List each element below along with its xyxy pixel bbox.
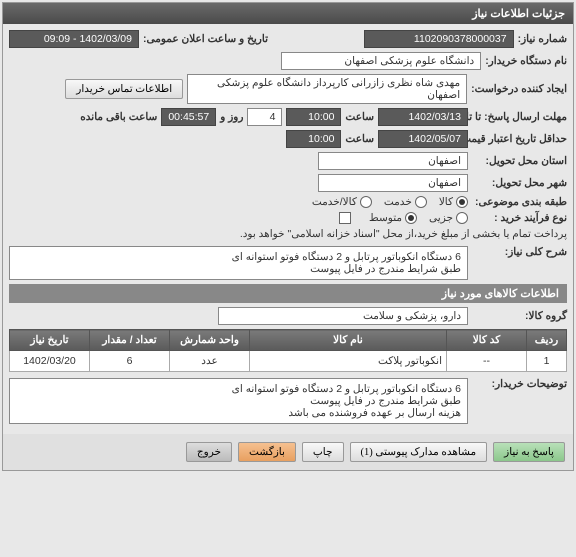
radio-motevaset[interactable]: متوسط (369, 212, 417, 224)
process-type-row: نوع فرآیند خرید : جزیی متوسط پرداخت تمام… (9, 212, 567, 240)
attachments-button[interactable]: مشاهده مدارک پیوستی (1) (350, 442, 488, 462)
requester-row: ایجاد کننده درخواست: مهدی شاه نظری زازرا… (9, 74, 567, 104)
validity-time-label: ساعت (345, 133, 374, 145)
main-panel: جزئیات اطلاعات نیاز شماره نیاز: 11020903… (2, 2, 574, 471)
buyer-org-label: نام دستگاه خریدار: (485, 55, 567, 67)
radio-jozi[interactable]: جزیی (429, 212, 468, 224)
radio-kala[interactable]: کالا (439, 196, 468, 208)
deadline-remain-label: ساعت باقی مانده (80, 111, 157, 123)
cell-qty: 6 (90, 351, 170, 372)
announce-label: تاریخ و ساعت اعلان عمومی: (143, 33, 268, 45)
deadline-time: 10:00 (286, 108, 341, 126)
requester-label: ایجاد کننده درخواست: (471, 83, 567, 95)
deadline-timer: 00:45:57 (161, 108, 216, 126)
goods-section-header: اطلاعات کالاهای مورد نیاز (9, 284, 567, 303)
cell-row: 1 (527, 351, 567, 372)
city-row: شهر محل تحویل: اصفهان (9, 174, 567, 192)
goods-table: ردیف کد کالا نام کالا واحد شمارش تعداد /… (9, 329, 567, 372)
requester-value: مهدی شاه نظری زازرانی کارپرداز دانشگاه ع… (187, 74, 467, 104)
announce-value: 1402/03/09 - 09:09 (9, 30, 139, 48)
th-row: ردیف (527, 330, 567, 351)
classification-row: طبقه بندی موضوعی: کالا خدمت کالا/خدمت (9, 196, 567, 208)
need-number-row: شماره نیاز: 1102090378000037 تاریخ و ساع… (9, 30, 567, 48)
radio-khedmat[interactable]: خدمت (384, 196, 427, 208)
province-row: استان محل تحویل: اصفهان (9, 152, 567, 170)
deadline-date: 1402/03/13 (378, 108, 468, 126)
desc-text: 6 دستگاه انکوباتور پرتابل و 2 دستگاه فوت… (9, 246, 468, 280)
deadline-day-label: روز و (220, 111, 243, 123)
radio-kala-khedmat[interactable]: کالا/خدمت (312, 196, 372, 208)
treasury-checkbox-label: پرداخت تمام یا بخشی از مبلغ خرید،از محل … (240, 228, 567, 240)
back-button[interactable]: بازگشت (238, 442, 296, 462)
classification-radios: کالا خدمت کالا/خدمت (312, 196, 468, 208)
panel-body: شماره نیاز: 1102090378000037 تاریخ و ساع… (3, 24, 573, 434)
need-number-value: 1102090378000037 (364, 30, 514, 48)
buyer-notes-label: توضیحات خریدار: (472, 378, 567, 390)
treasury-checkbox[interactable] (339, 212, 351, 224)
buyer-org-value: دانشگاه علوم پزشکی اصفهان (281, 52, 481, 70)
province-label: استان محل تحویل: (472, 155, 567, 167)
deadline-days: 4 (247, 108, 282, 126)
validity-label: حداقل تاریخ اعتبار قیمت: تا تاریخ: (472, 133, 567, 145)
deadline-row: مهلت ارسال پاسخ: تا تاریخ: 1402/03/13 سا… (9, 108, 567, 126)
city-label: شهر محل تحویل: (472, 177, 567, 189)
buyer-notes-text: 6 دستگاه انکوباتور پرتابل و 2 دستگاه فوت… (9, 378, 468, 424)
contact-buyer-button[interactable]: اطلاعات تماس خریدار (65, 79, 183, 99)
th-unit: واحد شمارش (170, 330, 250, 351)
th-name: نام کالا (250, 330, 447, 351)
deadline-label: مهلت ارسال پاسخ: تا تاریخ: (472, 111, 567, 123)
goods-group-label: گروه کالا: (472, 310, 567, 322)
respond-button[interactable]: پاسخ به نیاز (493, 442, 565, 462)
footer-buttons: پاسخ به نیاز مشاهده مدارک پیوستی (1) چاپ… (3, 434, 573, 470)
classification-label: طبقه بندی موضوعی: (472, 196, 567, 208)
validity-date: 1402/05/07 (378, 130, 468, 148)
cell-date: 1402/03/20 (10, 351, 90, 372)
cell-code: -- (447, 351, 527, 372)
cell-unit: عدد (170, 351, 250, 372)
exit-button[interactable]: خروج (186, 442, 232, 462)
th-code: کد کالا (447, 330, 527, 351)
city-value: اصفهان (318, 174, 468, 192)
province-value: اصفهان (318, 152, 468, 170)
process-type-label: نوع فرآیند خرید : (472, 212, 567, 224)
desc-label: شرح کلی نیاز: (472, 246, 567, 258)
th-date: تاریخ نیاز (10, 330, 90, 351)
desc-row: شرح کلی نیاز: 6 دستگاه انکوباتور پرتابل … (9, 246, 567, 280)
validity-row: حداقل تاریخ اعتبار قیمت: تا تاریخ: 1402/… (9, 130, 567, 148)
need-number-label: شماره نیاز: (518, 33, 567, 45)
buyer-org-row: نام دستگاه خریدار: دانشگاه علوم پزشکی اص… (9, 52, 567, 70)
panel-title: جزئیات اطلاعات نیاز (3, 3, 573, 24)
goods-group-value: دارو، پزشکی و سلامت (218, 307, 468, 325)
table-row[interactable]: 1 -- انکوباتور پلاکت عدد 6 1402/03/20 (10, 351, 567, 372)
goods-group-row: گروه کالا: دارو، پزشکی و سلامت (9, 307, 567, 325)
th-qty: تعداد / مقدار (90, 330, 170, 351)
buyer-notes-row: توضیحات خریدار: 6 دستگاه انکوباتور پرتاب… (9, 378, 567, 424)
cell-name: انکوباتور پلاکت (250, 351, 447, 372)
process-type-radios: جزیی متوسط (369, 212, 468, 224)
print-button[interactable]: چاپ (302, 442, 344, 462)
deadline-time-label: ساعت (345, 111, 374, 123)
validity-time: 10:00 (286, 130, 341, 148)
